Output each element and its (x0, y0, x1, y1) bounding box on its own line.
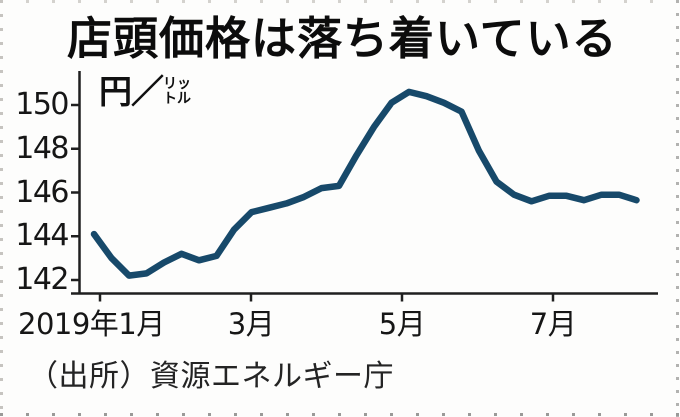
unit-liter-stack: リッ トル (163, 77, 191, 107)
y-axis-label-146: 146 (15, 174, 69, 210)
chart-title: 店頭価格は落ち着いている (67, 12, 618, 65)
x-axis-label-0: 2019年1月 (18, 307, 165, 341)
y-axis-unit-label: 円／ リッ トル (99, 74, 191, 110)
x-axis-label-2: 5月 (378, 307, 426, 341)
y-axis-label-142: 142 (15, 262, 69, 297)
y-axis-label-150: 150 (15, 87, 69, 122)
y-axis-label-144: 144 (15, 218, 69, 254)
unit-liter-bottom: トル (163, 91, 191, 107)
x-axis-label-3: 7月 (529, 307, 577, 341)
source-attribution: （出所）資源エネルギー庁 (28, 359, 394, 394)
y-axis-label-148: 148 (15, 130, 69, 166)
unit-yen-per: 円／ (99, 72, 164, 111)
x-axis-label-1: 3月 (227, 307, 275, 341)
unit-liter-top: リッ (163, 76, 191, 92)
price-data-line (90, 88, 640, 279)
